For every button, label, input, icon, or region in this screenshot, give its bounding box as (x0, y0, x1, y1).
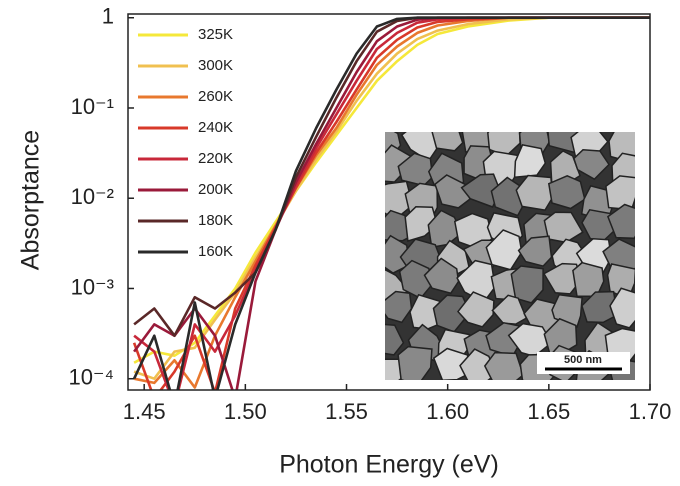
series-line (132, 16, 650, 390)
grain (385, 323, 405, 356)
legend-label: 260K (198, 88, 233, 105)
grain (510, 265, 544, 304)
y-tick-label: 10⁻³ (71, 274, 114, 299)
grain (459, 348, 498, 380)
grain (404, 206, 439, 242)
grain (423, 257, 460, 295)
grain (460, 173, 502, 208)
legend-label: 240K (198, 119, 233, 136)
grain (515, 174, 554, 211)
y-axis-label: Absorptance (17, 130, 45, 270)
x-tick-label: 1.50 (224, 399, 267, 424)
grain (385, 290, 413, 324)
x-axis-label: Photon Energy (eV) (279, 451, 499, 479)
grain (606, 203, 635, 240)
plot-area (132, 16, 650, 390)
scale-bar-label: 500 nm (564, 354, 602, 366)
grain (483, 351, 525, 380)
x-tick-label: 1.45 (123, 399, 166, 424)
y-tick-label: 10⁻¹ (71, 94, 114, 119)
grain (517, 235, 553, 267)
grain (457, 291, 495, 328)
legend-label: 220K (198, 150, 233, 167)
plot-frame (127, 13, 651, 391)
grain (491, 294, 528, 325)
grain (609, 287, 635, 329)
y-tick-label: 10⁻⁴ (68, 365, 114, 390)
grain (547, 174, 586, 210)
x-tick-label: 1.55 (325, 399, 368, 424)
x-tick-label: 1.60 (426, 399, 469, 424)
grain (573, 149, 610, 181)
grain (431, 132, 464, 152)
y-tick-label: 1 (102, 4, 114, 29)
x-tick-label: 1.65 (527, 399, 570, 424)
legend-label: 300K (198, 57, 233, 74)
legend-label: 160K (198, 243, 233, 260)
x-tick-label: 1.70 (629, 399, 672, 424)
grain (432, 347, 470, 380)
y-tick-label: 10⁻² (71, 184, 114, 209)
grain (542, 262, 582, 295)
legend-label: 200K (198, 181, 233, 198)
grain (581, 290, 619, 324)
grain (397, 345, 433, 380)
legend-label: 180K (198, 212, 233, 229)
legend-label: 325K (198, 26, 233, 43)
grain (513, 144, 547, 179)
inset-image: 500 nm (385, 132, 635, 380)
